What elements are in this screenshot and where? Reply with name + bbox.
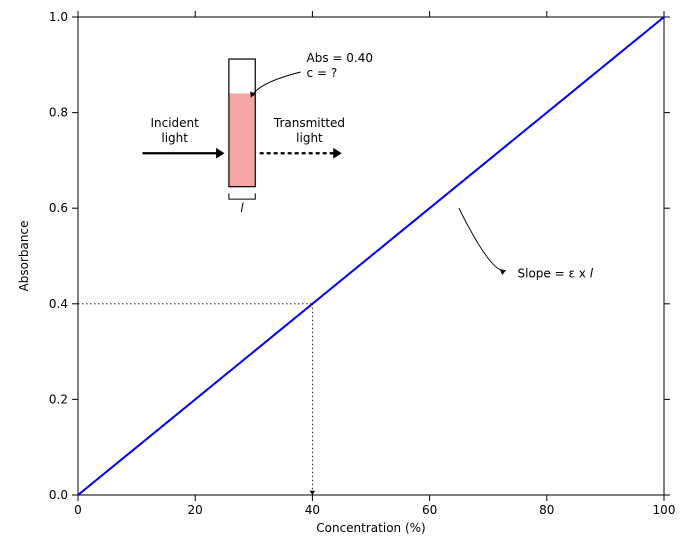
transmitted-label-1: Transmitted	[273, 116, 345, 130]
xtick-label: 40	[305, 503, 320, 517]
ytick-label: 1.0	[49, 10, 68, 24]
xlabel: Concentration (%)	[316, 521, 425, 535]
xtick-label: 80	[539, 503, 554, 517]
slope-label: Slope = ε x l	[518, 267, 594, 281]
incident-label-2: light	[161, 131, 188, 145]
figure: 0 20 40 60 80 100 0.0 0.2 0.4 0.6 0.8 1.0 Concentrat…	[0, 0, 682, 539]
slope-annotation-arrow	[459, 208, 506, 270]
xtick-label: 20	[188, 503, 203, 517]
cuvette-width-bracket	[229, 193, 255, 199]
ref-arrowhead	[310, 491, 315, 495]
transmitted-arrow-head	[333, 148, 341, 159]
slope-annotation-arrowhead	[500, 269, 506, 275]
calibration-line	[78, 17, 664, 495]
xtick-label: 100	[653, 503, 676, 517]
ytick-label: 0.4	[49, 297, 68, 311]
transmitted-label-2: light	[296, 131, 323, 145]
incident-label-1: Incident	[150, 116, 199, 130]
abs-annotation-2: c = ?	[307, 66, 338, 80]
cuvette-l-label: l	[240, 201, 244, 215]
chart-svg: 0 20 40 60 80 100 0.0 0.2 0.4 0.6 0.8 1.0 Concentrat…	[0, 0, 682, 539]
ytick-label: 0.2	[49, 392, 68, 406]
ytick-label: 0.6	[49, 201, 68, 215]
abs-annotation-arrow	[251, 72, 301, 97]
xtick-label: 60	[422, 503, 437, 517]
abs-annotation-1: Abs = 0.40	[307, 51, 373, 65]
ytick-label: 0.8	[49, 106, 68, 120]
cuvette-liquid	[229, 93, 255, 186]
ylabel: Absorbance	[17, 221, 31, 292]
ytick-label: 0.0	[49, 488, 68, 502]
incident-arrow-head	[216, 148, 224, 159]
xtick-label: 0	[74, 503, 82, 517]
